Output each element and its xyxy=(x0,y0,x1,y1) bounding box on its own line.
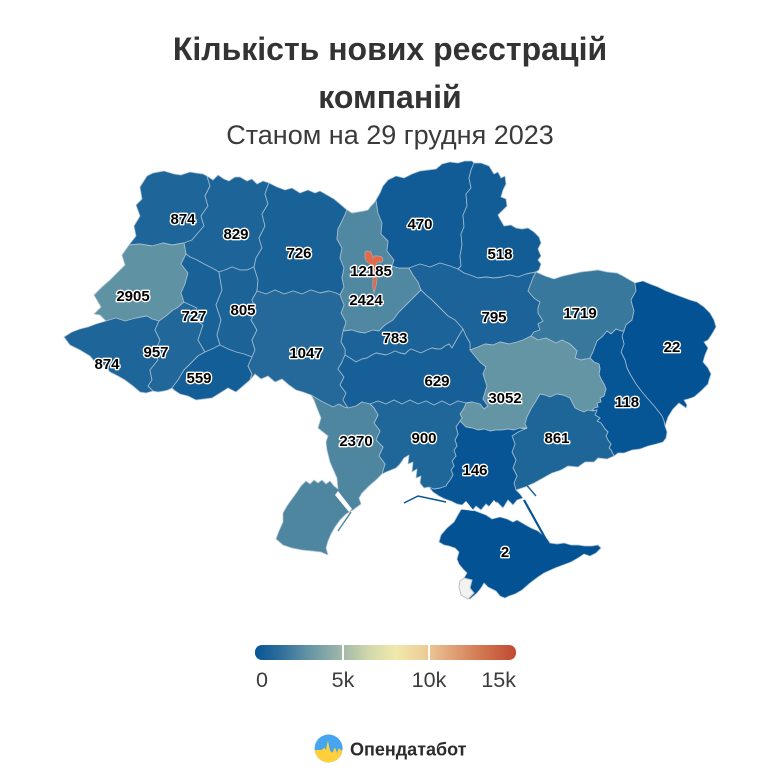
svg-text:146: 146 xyxy=(462,462,487,479)
svg-text:2: 2 xyxy=(501,544,509,561)
svg-text:957: 957 xyxy=(143,344,168,361)
svg-text:726: 726 xyxy=(286,245,311,262)
svg-text:783: 783 xyxy=(382,330,407,347)
svg-text:2424: 2424 xyxy=(349,292,383,309)
svg-text:559: 559 xyxy=(186,370,211,387)
svg-text:1719: 1719 xyxy=(563,305,596,322)
svg-text:22: 22 xyxy=(664,339,681,356)
svg-text:15k: 15k xyxy=(481,668,516,692)
svg-text:829: 829 xyxy=(223,226,248,243)
svg-text:компаній: компаній xyxy=(318,79,461,115)
svg-text:874: 874 xyxy=(170,211,196,228)
svg-text:118: 118 xyxy=(615,394,639,411)
svg-text:470: 470 xyxy=(407,216,432,233)
svg-text:Станом на 29 грудня 2023: Станом на 29 грудня 2023 xyxy=(226,120,554,150)
svg-text:10k: 10k xyxy=(412,668,447,692)
svg-text:795: 795 xyxy=(481,309,506,326)
svg-text:12185: 12185 xyxy=(350,263,392,280)
svg-text:2905: 2905 xyxy=(116,288,149,305)
svg-text:629: 629 xyxy=(424,373,449,390)
svg-text:3052: 3052 xyxy=(488,390,521,407)
svg-text:900: 900 xyxy=(411,430,436,447)
svg-text:Опендатабот: Опендатабот xyxy=(350,740,467,760)
svg-text:0: 0 xyxy=(256,668,268,692)
svg-text:518: 518 xyxy=(487,246,512,263)
svg-text:Кількість нових реєстрацій: Кількість нових реєстрацій xyxy=(173,31,607,67)
svg-text:5k: 5k xyxy=(332,668,355,692)
svg-text:727: 727 xyxy=(181,308,206,325)
svg-text:2370: 2370 xyxy=(339,433,372,450)
svg-text:1047: 1047 xyxy=(289,345,322,362)
svg-text:861: 861 xyxy=(544,430,569,447)
svg-text:874: 874 xyxy=(94,356,120,373)
svg-text:805: 805 xyxy=(230,302,255,319)
